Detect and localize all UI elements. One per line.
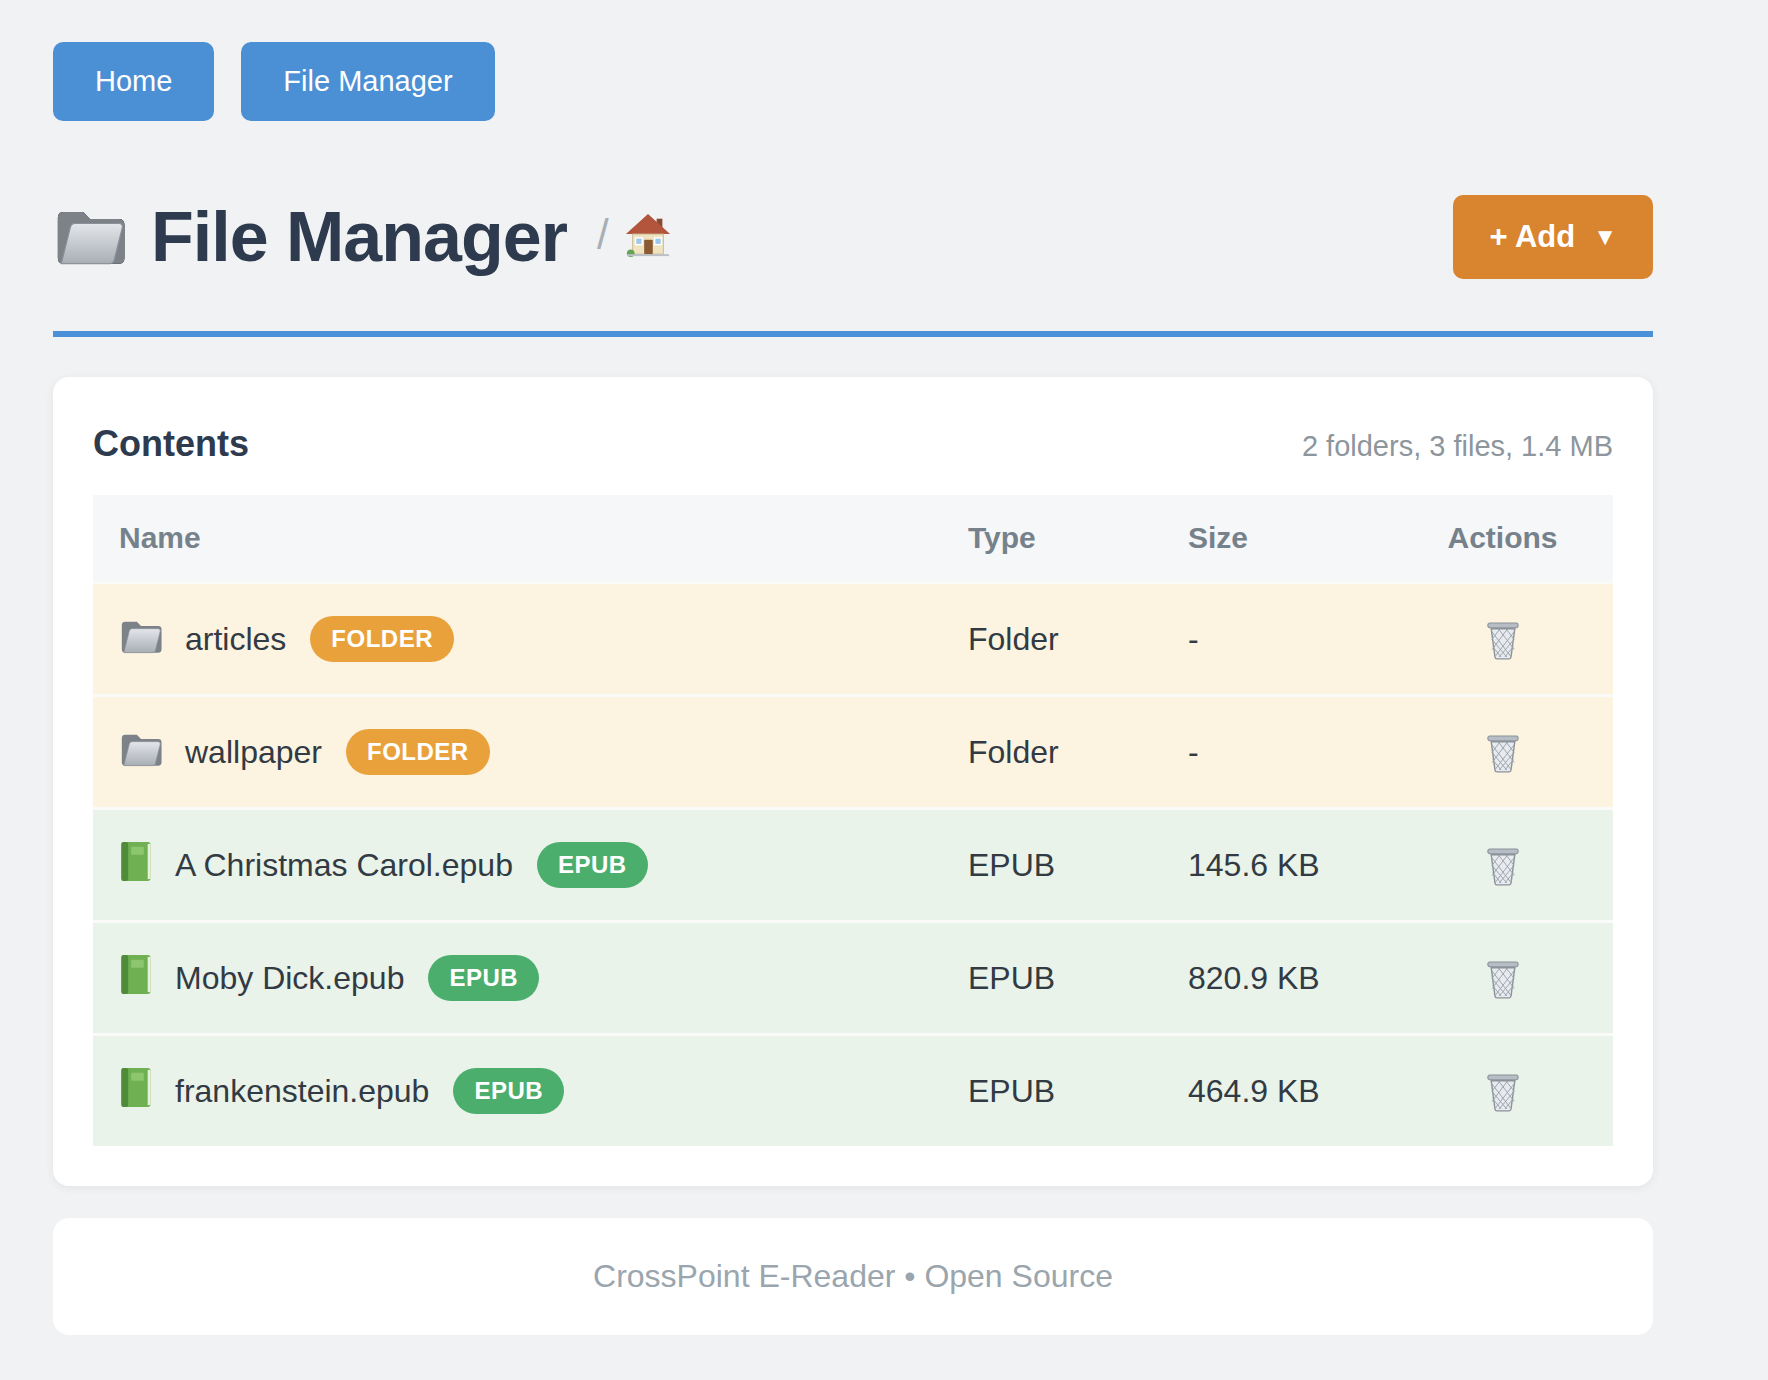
- type-badge: EPUB: [537, 842, 648, 888]
- column-header-actions: Actions: [1392, 495, 1613, 581]
- folder-icon: [53, 204, 127, 270]
- table-row-wallpaper[interactable]: wallpaper FOLDER Folder -: [93, 694, 1613, 807]
- file-name: articles: [185, 621, 286, 658]
- add-button[interactable]: + Add ▼: [1453, 195, 1653, 279]
- book-icon: [119, 1067, 153, 1116]
- file-name: frankenstein.epub: [175, 1073, 429, 1110]
- table-row-frankenstein[interactable]: frankenstein.epub EPUB EPUB 464.9 KB: [93, 1033, 1613, 1146]
- contents-heading: Contents: [93, 423, 249, 465]
- page: Home File Manager File Manager /: [53, 0, 1653, 1380]
- file-name: Moby Dick.epub: [175, 960, 404, 997]
- accent-rule: [53, 331, 1653, 337]
- contents-card-header: Contents 2 folders, 3 files, 1.4 MB: [93, 423, 1613, 465]
- trash-icon: [1486, 846, 1520, 886]
- breadcrumb-separator: /: [597, 214, 609, 262]
- file-size: -: [1162, 621, 1392, 658]
- table-row-christmas-carol[interactable]: A Christmas Carol.epub EPUB EPUB 145.6 K…: [93, 807, 1613, 920]
- delete-button[interactable]: [1482, 616, 1524, 664]
- trash-icon: [1486, 959, 1520, 999]
- nav-home-button[interactable]: Home: [53, 42, 214, 121]
- delete-button[interactable]: [1482, 842, 1524, 890]
- trash-icon: [1486, 733, 1520, 773]
- contents-summary: 2 folders, 3 files, 1.4 MB: [1302, 430, 1613, 463]
- footer-card: CrossPoint E-Reader • Open Source: [53, 1218, 1653, 1335]
- file-size: 820.9 KB: [1162, 960, 1392, 997]
- delete-button[interactable]: [1482, 729, 1524, 777]
- table-header-row: Name Type Size Actions: [93, 495, 1613, 581]
- folder-icon: [119, 730, 163, 775]
- file-type: EPUB: [942, 1073, 1162, 1110]
- file-type: EPUB: [942, 960, 1162, 997]
- column-header-size: Size: [1162, 495, 1392, 581]
- delete-button[interactable]: [1482, 955, 1524, 1003]
- top-nav: Home File Manager: [53, 42, 1653, 121]
- file-size: 464.9 KB: [1162, 1073, 1392, 1110]
- footer-text: CrossPoint E-Reader • Open Source: [593, 1258, 1113, 1294]
- file-type: Folder: [942, 621, 1162, 658]
- file-size: -: [1162, 734, 1392, 771]
- file-size: 145.6 KB: [1162, 847, 1392, 884]
- folder-icon: [119, 617, 163, 662]
- type-badge: EPUB: [428, 955, 539, 1001]
- contents-card: Contents 2 folders, 3 files, 1.4 MB Name…: [53, 377, 1653, 1186]
- file-type: EPUB: [942, 847, 1162, 884]
- footer-spacer: [53, 1335, 1653, 1380]
- house-icon[interactable]: [625, 212, 671, 262]
- trash-icon: [1486, 620, 1520, 660]
- file-type: Folder: [942, 734, 1162, 771]
- file-name: wallpaper: [185, 734, 322, 771]
- nav-file-manager-button[interactable]: File Manager: [241, 42, 494, 121]
- table-row-articles[interactable]: articles FOLDER Folder -: [93, 581, 1613, 694]
- add-button-label: + Add: [1489, 219, 1575, 255]
- breadcrumb: /: [597, 212, 671, 262]
- caret-down-icon: ▼: [1593, 225, 1617, 249]
- page-header: File Manager / + A: [53, 195, 1653, 279]
- column-header-name: Name: [93, 495, 942, 581]
- file-name: A Christmas Carol.epub: [175, 847, 513, 884]
- page-title: File Manager: [151, 197, 567, 277]
- type-badge: FOLDER: [346, 729, 490, 775]
- file-table: Name Type Size Actions articles FOLDER: [93, 495, 1613, 1146]
- book-icon: [119, 841, 153, 890]
- book-icon: [119, 954, 153, 1003]
- title-wrap: File Manager /: [53, 197, 671, 277]
- delete-button[interactable]: [1482, 1068, 1524, 1116]
- trash-icon: [1486, 1072, 1520, 1112]
- table-row-moby-dick[interactable]: Moby Dick.epub EPUB EPUB 820.9 KB: [93, 920, 1613, 1033]
- column-header-type: Type: [942, 495, 1162, 581]
- type-badge: FOLDER: [310, 616, 454, 662]
- type-badge: EPUB: [453, 1068, 564, 1114]
